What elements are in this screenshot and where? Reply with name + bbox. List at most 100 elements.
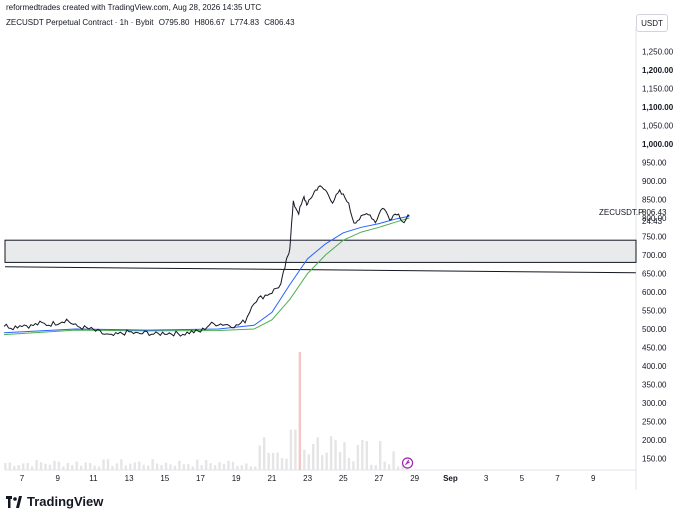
y-tick-label: 500.00 <box>642 325 667 334</box>
volume-bar <box>169 464 172 470</box>
volume-bar <box>133 462 136 470</box>
volume-bar <box>289 429 293 470</box>
volume-bar <box>75 461 78 470</box>
y-tick-label: 450.00 <box>642 344 667 353</box>
volume-bar <box>4 463 7 470</box>
ohlc-high: H806.67 <box>194 18 225 27</box>
volume-bar <box>374 465 377 470</box>
volume-bar <box>66 463 70 470</box>
event-marker-icon <box>401 457 414 469</box>
volume-bar <box>347 458 351 470</box>
volume-bar <box>115 463 119 470</box>
ma-slow-line <box>4 217 410 336</box>
x-tick-label: 5 <box>520 474 525 483</box>
volume-bar <box>93 465 96 470</box>
volume-bar <box>352 461 355 470</box>
ohlc-close: C806.43 <box>264 18 295 27</box>
volume-bar <box>17 465 20 470</box>
y-tick-label: 1,050.00 <box>642 122 674 131</box>
volume-bar <box>379 441 382 470</box>
volume-bar <box>142 464 145 470</box>
volume-bar <box>155 463 159 470</box>
y-tick-label: 1,150.00 <box>642 85 674 94</box>
volume-bar <box>401 464 404 470</box>
volume-bar <box>209 463 212 470</box>
volume-bar <box>191 466 194 470</box>
price-label-symbol: ZECUSDT.P <box>599 208 643 217</box>
ma-fast-line <box>4 215 410 334</box>
volume-bar <box>57 461 61 470</box>
price-label-countdown: 24:43 <box>642 217 663 226</box>
volume-bar <box>392 451 395 470</box>
volume-bar <box>13 466 16 470</box>
created-by-text: reformedtrades created with TradingView.… <box>6 3 262 12</box>
y-tick-label: 800.00 <box>642 214 667 223</box>
volume-bar <box>258 445 261 470</box>
y-tick-label: 250.00 <box>642 418 667 427</box>
volume-bar <box>294 429 297 470</box>
volume-bar <box>271 452 275 470</box>
volume-bar <box>97 466 101 470</box>
x-tick-label: 17 <box>196 474 205 483</box>
volume-bar <box>35 459 38 470</box>
y-tick-label: 950.00 <box>642 159 667 168</box>
currency-button[interactable]: USDT <box>636 14 668 32</box>
volume-bar <box>387 464 391 470</box>
x-tick-label: 29 <box>410 474 419 483</box>
volume-bar <box>218 462 221 470</box>
y-tick-label: 150.00 <box>642 455 667 464</box>
volume-bar <box>48 464 52 470</box>
y-tick-label: 300.00 <box>642 399 667 408</box>
volume-bar <box>280 458 284 470</box>
price-label-value: 806.43 <box>642 208 667 217</box>
x-tick-label: 25 <box>339 474 348 483</box>
volume-bar <box>338 451 342 470</box>
volume-bar <box>111 466 114 470</box>
volume-bar <box>80 465 83 470</box>
volume-bar <box>30 466 34 470</box>
x-tick-label: 7 <box>555 474 560 483</box>
volume-bar <box>182 464 186 470</box>
volume-bar <box>370 464 373 470</box>
x-tick-label: Sep <box>443 474 458 483</box>
y-tick-label: 900.00 <box>642 177 667 186</box>
volume-bar <box>307 454 310 470</box>
y-tick-label: 1,100.00 <box>642 103 674 112</box>
volume-bar <box>303 449 306 470</box>
x-tick-label: 9 <box>55 474 60 483</box>
volume-bar <box>102 459 105 470</box>
symbol-legend: ZECUSDT Perpetual Contract · 1h · Bybit … <box>6 18 295 27</box>
volume-bar <box>151 459 154 470</box>
y-tick-label: 550.00 <box>642 307 667 316</box>
volume-bar <box>129 463 132 470</box>
tradingview-logo-icon <box>6 495 22 508</box>
volume-bar <box>187 464 190 470</box>
volume-bar <box>254 466 257 470</box>
volume-bar <box>84 462 87 470</box>
volume-bar <box>320 455 324 470</box>
y-tick-label: 1,200.00 <box>642 66 674 75</box>
volume-bar <box>298 352 302 470</box>
volume-bar <box>178 460 181 470</box>
volume-bar <box>120 459 123 470</box>
y-tick-label: 1,000.00 <box>642 140 674 149</box>
volume-bar <box>160 465 163 470</box>
y-tick-label: 650.00 <box>642 270 667 279</box>
ohlc-low: L774.83 <box>230 18 260 27</box>
volume-bar <box>383 461 386 470</box>
volume-bar <box>240 465 244 470</box>
x-tick-label: 21 <box>267 474 276 483</box>
x-tick-label: 23 <box>303 474 312 483</box>
y-tick-label: 850.00 <box>642 196 667 205</box>
x-tick-label: 15 <box>160 474 169 483</box>
volume-bar <box>227 460 230 470</box>
symbol-title: ZECUSDT Perpetual Contract · 1h · Bybit <box>6 18 154 27</box>
price-series <box>3 185 410 337</box>
volume-bar <box>361 439 364 470</box>
volume-bar <box>231 461 235 470</box>
volume-bar <box>276 452 279 470</box>
demand-zone <box>4 239 637 263</box>
y-tick-label: 600.00 <box>642 288 667 297</box>
volume-bar <box>204 459 208 470</box>
